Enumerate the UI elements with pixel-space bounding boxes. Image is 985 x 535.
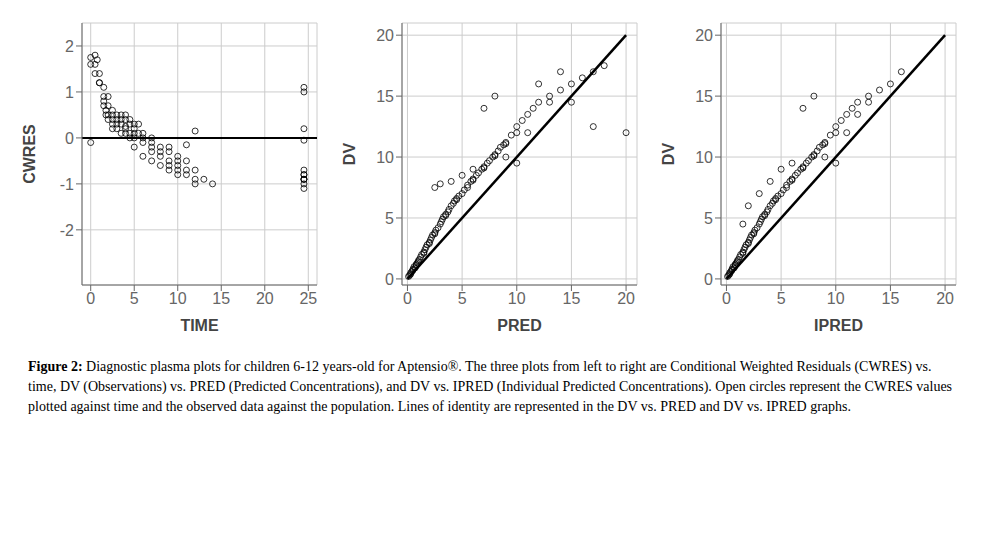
svg-text:10: 10 bbox=[695, 149, 713, 166]
svg-text:-2: -2 bbox=[60, 222, 74, 239]
svg-text:-1: -1 bbox=[60, 176, 74, 193]
svg-text:5: 5 bbox=[385, 210, 394, 227]
svg-text:10: 10 bbox=[507, 290, 525, 307]
svg-text:10: 10 bbox=[169, 290, 187, 307]
svg-text:CWRES: CWRES bbox=[21, 124, 38, 184]
svg-text:20: 20 bbox=[617, 290, 635, 307]
svg-text:5: 5 bbox=[704, 210, 713, 227]
svg-text:TIME: TIME bbox=[180, 317, 219, 334]
svg-text:0: 0 bbox=[722, 290, 731, 307]
svg-text:15: 15 bbox=[882, 290, 900, 307]
html-text:Figure 2: Diagnostic plasma pl: Figure 2: Diagnostic plasma plots for ch… bbox=[28, 359, 953, 414]
svg-text:10: 10 bbox=[827, 290, 845, 307]
svg-text:5: 5 bbox=[457, 290, 466, 307]
svg-text:10: 10 bbox=[376, 149, 394, 166]
svg-text:15: 15 bbox=[562, 290, 580, 307]
svg-text:5: 5 bbox=[130, 290, 139, 307]
svg-text:IPRED: IPRED bbox=[814, 317, 863, 334]
svg-text:20: 20 bbox=[936, 290, 954, 307]
svg-text:0: 0 bbox=[704, 271, 713, 288]
svg-text:20: 20 bbox=[695, 27, 713, 44]
svg-text:1: 1 bbox=[65, 84, 74, 101]
svg-text:0: 0 bbox=[65, 130, 74, 147]
svg-text:20: 20 bbox=[256, 290, 274, 307]
svg-text:15: 15 bbox=[212, 290, 230, 307]
svg-text:20: 20 bbox=[376, 27, 394, 44]
svg-text:0: 0 bbox=[403, 290, 412, 307]
svg-text:15: 15 bbox=[376, 88, 394, 105]
svg-text:25: 25 bbox=[299, 290, 317, 307]
svg-text:0: 0 bbox=[86, 290, 95, 307]
svg-text:DV: DV bbox=[340, 143, 357, 166]
svg-text:15: 15 bbox=[695, 88, 713, 105]
svg-text:DV: DV bbox=[660, 143, 677, 166]
svg-text:2: 2 bbox=[65, 38, 74, 55]
svg-text:PRED: PRED bbox=[497, 317, 541, 334]
svg-text:0: 0 bbox=[385, 271, 394, 288]
svg-text:5: 5 bbox=[777, 290, 786, 307]
